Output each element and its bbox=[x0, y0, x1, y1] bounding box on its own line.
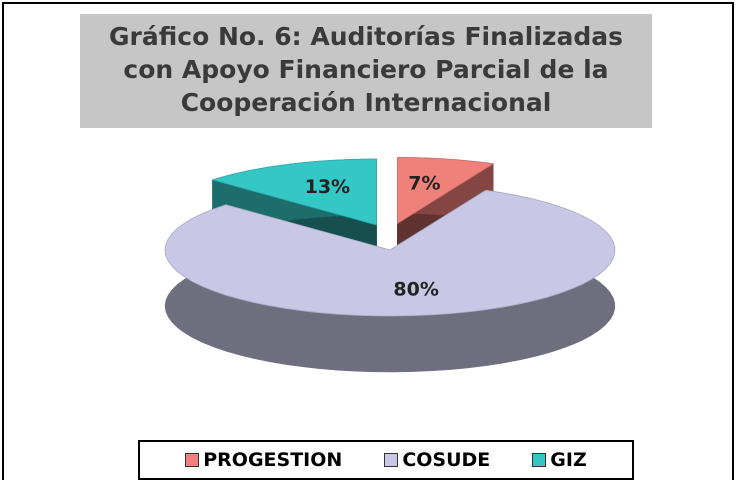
slice: 80% bbox=[164, 189, 616, 373]
legend-swatch bbox=[185, 453, 200, 467]
legend-label: PROGESTION bbox=[203, 449, 343, 471]
legend-entry: PROGESTION bbox=[185, 449, 342, 471]
legend-entry: COSUDE bbox=[384, 449, 490, 471]
legend-label: GIZ bbox=[550, 449, 587, 471]
legend: PROGESTION COSUDE GIZ bbox=[138, 440, 634, 480]
data-label: 7% bbox=[408, 173, 440, 195]
data-label: 80% bbox=[393, 279, 438, 301]
slice bbox=[397, 157, 495, 225]
chart-title: Gráfico No. 6: Auditorías Finalizadas co… bbox=[80, 14, 652, 128]
data-label: 13% bbox=[305, 176, 350, 198]
legend-label: COSUDE bbox=[402, 449, 491, 471]
slice bbox=[164, 189, 616, 317]
legend-swatch bbox=[384, 453, 399, 467]
slice bbox=[211, 158, 377, 226]
legend-entry: GIZ bbox=[532, 449, 587, 471]
legend-swatch bbox=[532, 453, 547, 467]
